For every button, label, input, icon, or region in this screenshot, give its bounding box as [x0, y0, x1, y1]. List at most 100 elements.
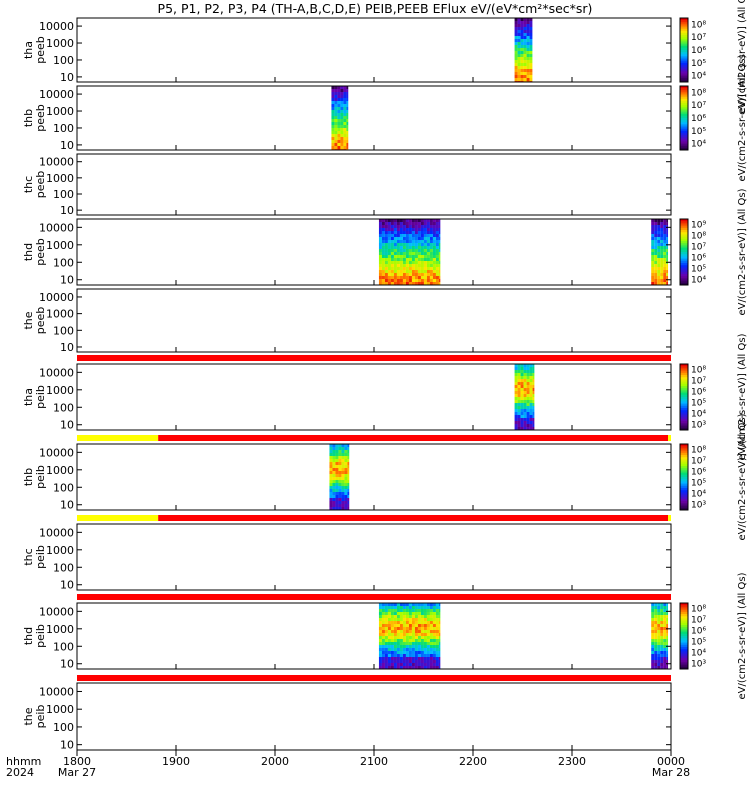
colorbar-cell — [680, 640, 688, 644]
spectrogram-cell — [657, 603, 661, 606]
spectrogram-cell — [657, 618, 661, 621]
spectrogram-cell — [417, 633, 421, 636]
spectrogram-cell — [331, 98, 335, 101]
colorbar-cell — [680, 265, 688, 268]
spectrogram-cell — [408, 261, 412, 264]
spectrogram-cell — [341, 498, 345, 501]
spectrogram-cell — [411, 261, 415, 264]
spectrogram-cell — [384, 630, 388, 633]
spectrogram-cell — [426, 645, 430, 648]
spectrogram-cell — [526, 21, 530, 24]
colorbar-cell — [680, 481, 688, 485]
spectrogram-cell — [420, 603, 424, 606]
spectrogram-cell — [423, 261, 427, 264]
spectrogram-cell — [526, 409, 530, 412]
spectrogram-cell — [432, 663, 436, 666]
spectrogram-cell — [399, 633, 403, 636]
y-tick-label: 10 — [60, 204, 74, 217]
spectrogram-cell — [666, 663, 669, 666]
spectrogram-cell — [390, 222, 394, 225]
spectrogram-cell — [381, 627, 385, 630]
spectrogram-cell — [390, 648, 394, 651]
flag-segment-red — [77, 355, 671, 361]
spectrogram-cell — [517, 60, 521, 63]
spectrogram-cell — [332, 471, 336, 474]
spectrogram-cell — [438, 648, 441, 651]
panel-frame — [76, 523, 672, 591]
spectrogram-cell — [396, 660, 400, 663]
spectrogram-cell — [387, 651, 391, 654]
spectrogram-cell — [663, 609, 667, 612]
spectrogram-cell — [517, 21, 521, 24]
spectrogram-cell — [651, 636, 655, 639]
spectrogram-cell — [340, 146, 344, 149]
spectrogram-cell — [343, 143, 347, 146]
spectrogram-cell — [390, 636, 394, 639]
spectrogram-cell — [438, 615, 441, 618]
spectrogram-cell — [426, 621, 430, 624]
colorbar-cell — [680, 664, 688, 668]
colorbar-cell — [680, 653, 688, 657]
spectrogram-cell — [390, 240, 394, 243]
spectrogram-cell — [344, 486, 348, 489]
spectrogram-cell — [526, 39, 530, 42]
spectrogram-cell — [523, 33, 527, 36]
spectrogram-cell — [532, 418, 535, 421]
spectrogram-cell — [520, 27, 524, 30]
spectrogram-cell — [343, 131, 347, 134]
spectrogram-cell — [429, 273, 433, 276]
spectrogram-cell — [329, 486, 333, 489]
spectrogram-cell — [651, 642, 655, 645]
spectrogram-cell — [663, 252, 667, 255]
spectrogram-cell — [340, 98, 344, 101]
spectrogram-cell — [654, 279, 658, 282]
spectrogram-cell — [329, 447, 333, 450]
spectrogram-cell — [343, 140, 347, 143]
spectrogram-cell — [654, 630, 658, 633]
spectrogram-cell — [399, 252, 403, 255]
spectrogram-cell — [414, 252, 418, 255]
spectrogram-cell — [663, 624, 667, 627]
spectrogram-cell — [381, 234, 385, 237]
spectrogram-cell — [423, 615, 427, 618]
spectrogram-cell — [420, 642, 424, 645]
spectrogram-cell — [411, 633, 415, 636]
spectrogram-cell — [387, 234, 391, 237]
spectrogram-cell — [384, 243, 388, 246]
spectrogram-cell — [429, 222, 433, 225]
colorbar-cell — [680, 611, 688, 615]
spectrogram-cell — [429, 618, 433, 621]
spectrogram-cell — [393, 249, 397, 252]
colorbar-cell — [680, 271, 688, 275]
spectrogram-cell — [420, 267, 424, 270]
spectrogram-cell — [526, 385, 530, 388]
spectrogram-cell — [432, 276, 436, 279]
spectrogram-cell — [660, 219, 664, 222]
spectrogram-cell — [417, 282, 421, 285]
spectrogram-cell — [334, 119, 338, 122]
panel-label: thb peib — [22, 465, 47, 489]
spectrogram-cell — [432, 642, 436, 645]
spectrogram-cell — [338, 489, 342, 492]
spectrogram-cell — [411, 648, 415, 651]
colorbar-cell — [680, 252, 688, 255]
spectrogram-cell — [666, 264, 669, 267]
spectrogram-cell — [329, 450, 333, 453]
spectrogram-cell — [517, 403, 521, 406]
spectrogram-cell — [337, 107, 341, 110]
spectrogram-cell — [526, 364, 530, 367]
spectrogram-cell — [396, 603, 400, 606]
spectrogram-cell — [520, 39, 524, 42]
colorbar-cell — [680, 227, 688, 231]
spectrogram-cell — [654, 282, 658, 285]
spectrogram-cell — [344, 504, 348, 507]
spectrogram-cell — [414, 633, 418, 636]
spectrogram-cell — [657, 258, 661, 261]
spectrogram-cell — [378, 273, 382, 276]
spectrogram-cell — [414, 261, 418, 264]
spectrogram-cell — [408, 255, 412, 258]
spectrogram-cell — [663, 645, 667, 648]
spectrogram-cell — [402, 228, 406, 231]
spectrogram-cell — [338, 477, 342, 480]
